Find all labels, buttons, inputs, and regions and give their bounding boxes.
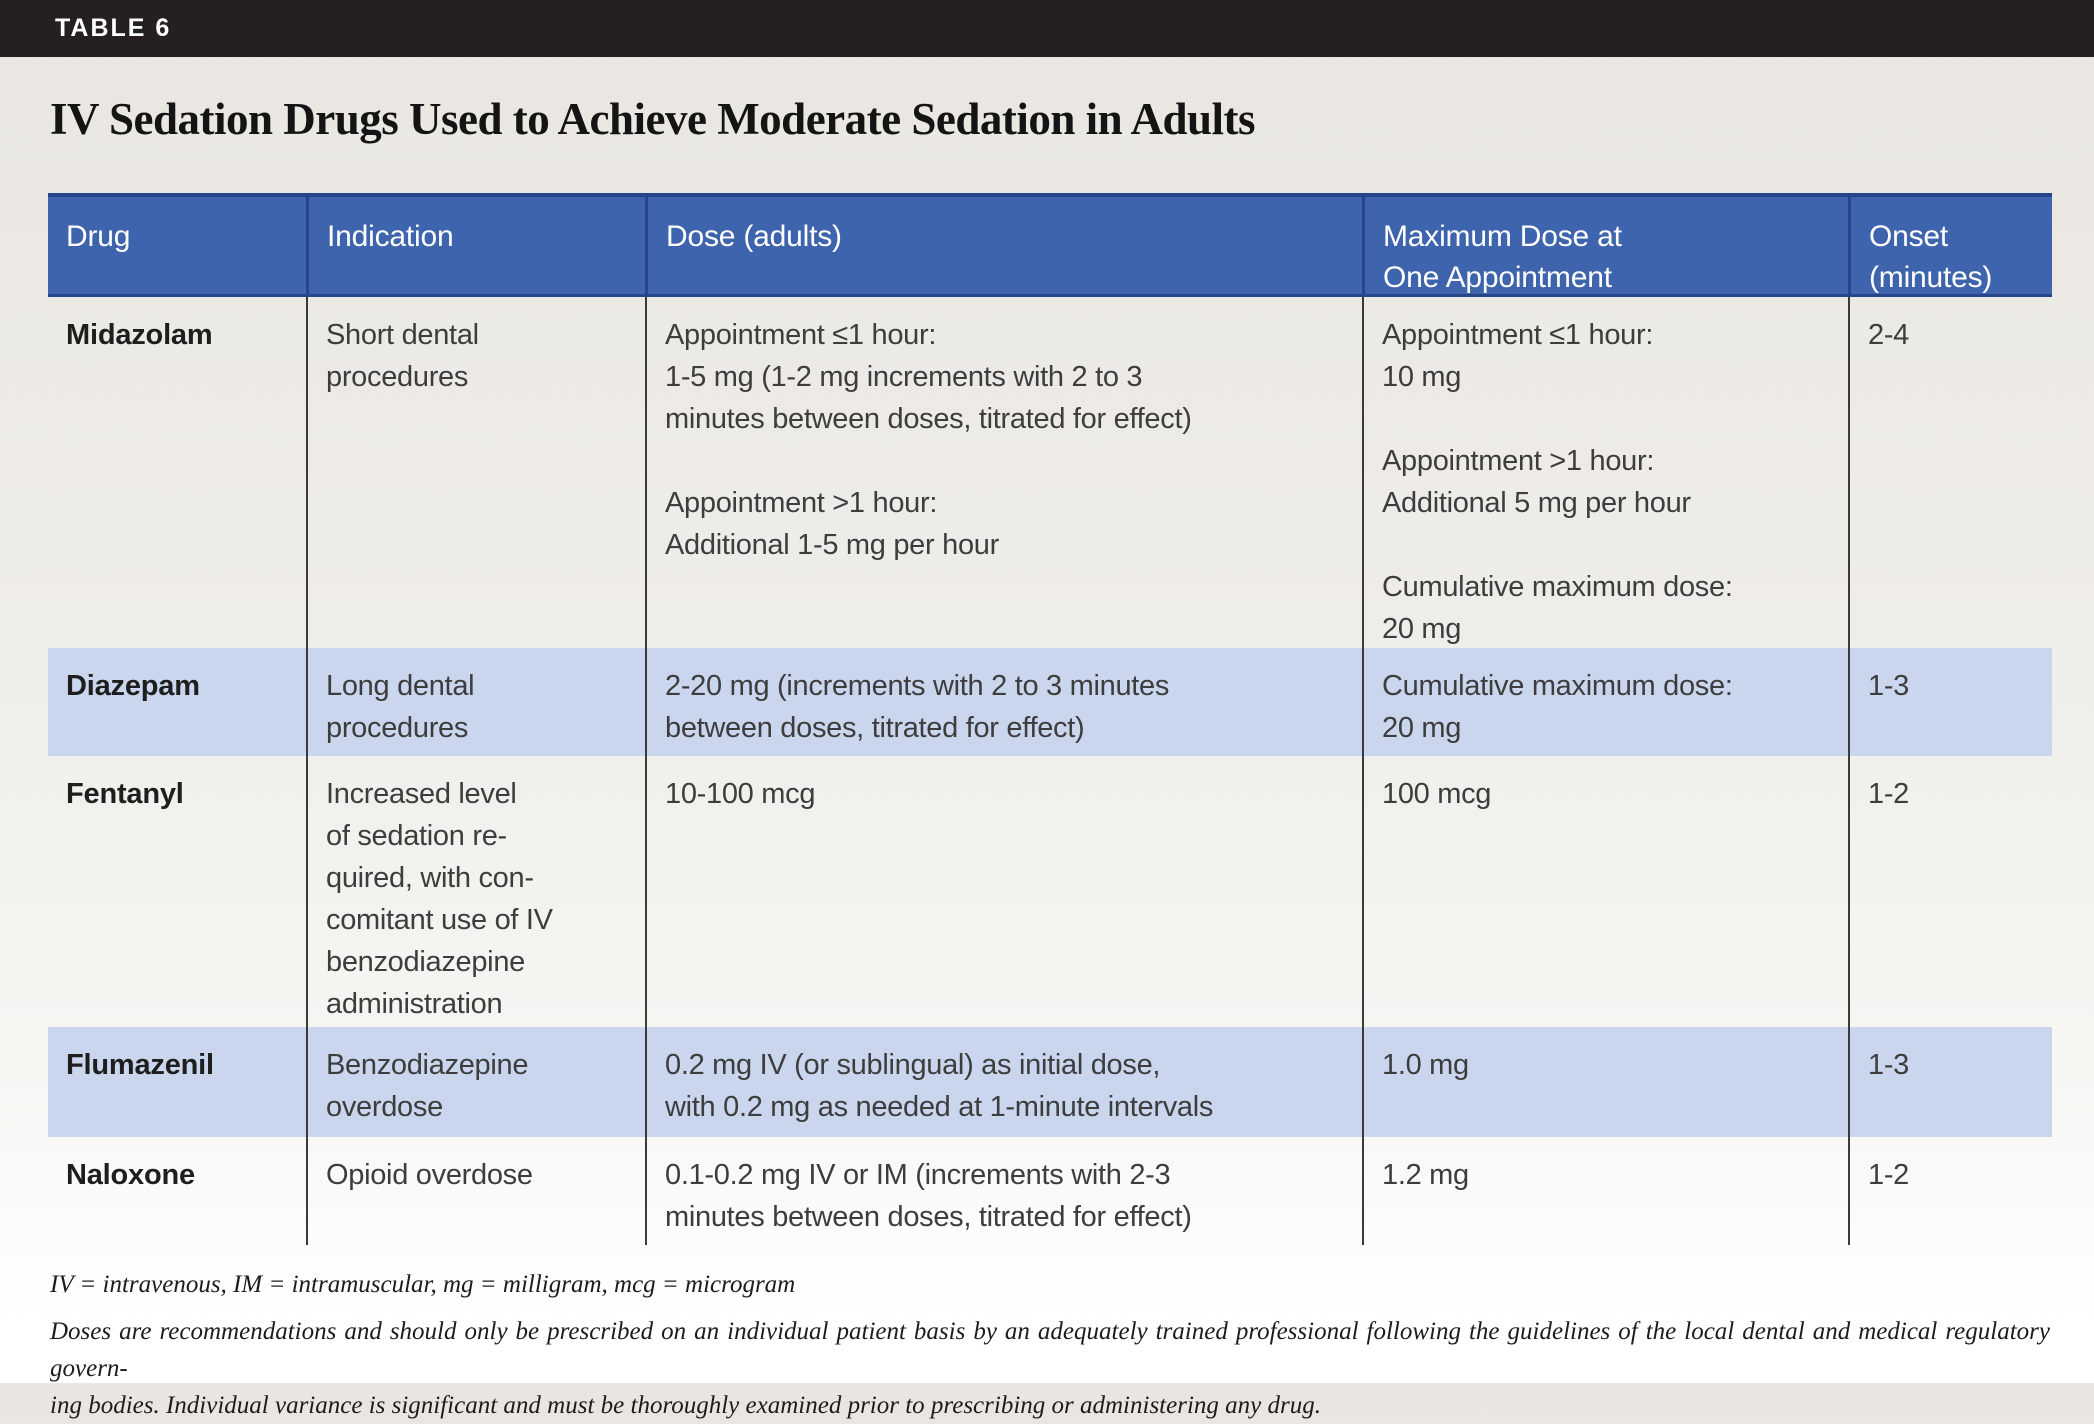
cell-dose: 0.1-0.2 mg IV or IM (increments with 2-3… [645,1137,1362,1245]
column-header-dose: Dose (adults) [645,197,1362,294]
column-header-indication: Indication [306,197,645,294]
cell-indication: Benzodiazepine overdose [306,1027,645,1137]
cell-dose: Appointment ≤1 hour: 1-5 mg (1-2 mg incr… [645,297,1362,648]
cell-dose: 2-20 mg (increments with 2 to 3 minutes … [645,648,1362,756]
table-row-diazepam: Diazepam Long dental procedures 2-20 mg … [48,648,2052,756]
cell-onset: 1-3 [1848,648,2052,756]
cell-onset: 2-4 [1848,297,2052,648]
cell-max-dose: Cumulative maximum dose: 20 mg [1362,648,1848,756]
footnote-disclaimer-line1: Doses are recommendations and should onl… [50,1318,2050,1382]
table-number-label: TABLE 6 [55,14,172,42]
cell-drug: Midazolam [66,319,213,351]
table-row-midazolam: Midazolam Short dental procedures Appoin… [48,297,2052,648]
table-banner: TABLE 6 [0,0,2094,57]
cell-indication: Increased level of sedation re- quired, … [306,756,645,1027]
column-header-max-dose: Maximum Dose at One Appointment [1362,197,1848,294]
cell-indication: Opioid overdose [306,1137,645,1245]
table-row-naloxone: Naloxone Opioid overdose 0.1-0.2 mg IV o… [48,1137,2052,1245]
column-header-drug: Drug [66,220,131,253]
table-row-fentanyl: Fentanyl Increased level of sedation re-… [48,756,2052,1027]
cell-dose: 10-100 mcg [645,756,1362,1027]
cell-onset: 1-2 [1848,1137,2052,1245]
cell-drug: Diazepam [66,670,200,702]
cell-onset: 1-2 [1848,756,2052,1027]
footnote-disclaimer-line2: ing bodies. Individual variance is signi… [50,1392,1321,1419]
cell-indication: Long dental procedures [306,648,645,756]
table-row-flumazenil: Flumazenil Benzodiazepine overdose 0.2 m… [48,1027,2052,1137]
footnotes: IV = intravenous, IM = intramuscular, mg… [50,1266,2050,1424]
table-header-row: Drug Indication Dose (adults) Maximum Do… [48,193,2052,297]
cell-max-dose: 100 mcg [1362,756,1848,1027]
cell-drug: Flumazenil [66,1049,214,1081]
sedation-drugs-table: Drug Indication Dose (adults) Maximum Do… [48,193,2052,1245]
cell-indication: Short dental procedures [306,297,645,648]
cell-onset: 1-3 [1848,1027,2052,1137]
column-header-onset: Onset (minutes) [1848,197,2052,294]
cell-drug: Fentanyl [66,778,184,810]
cell-drug: Naloxone [66,1159,195,1191]
cell-dose: 0.2 mg IV (or sublingual) as initial dos… [645,1027,1362,1137]
cell-max-dose: 1.0 mg [1362,1027,1848,1137]
cell-max-dose: Appointment ≤1 hour: 10 mg Appointment >… [1362,297,1848,648]
table-title: IV Sedation Drugs Used to Achieve Modera… [50,94,1256,144]
footnote-abbreviations: IV = intravenous, IM = intramuscular, mg… [50,1271,796,1298]
cell-max-dose: 1.2 mg [1362,1137,1848,1245]
